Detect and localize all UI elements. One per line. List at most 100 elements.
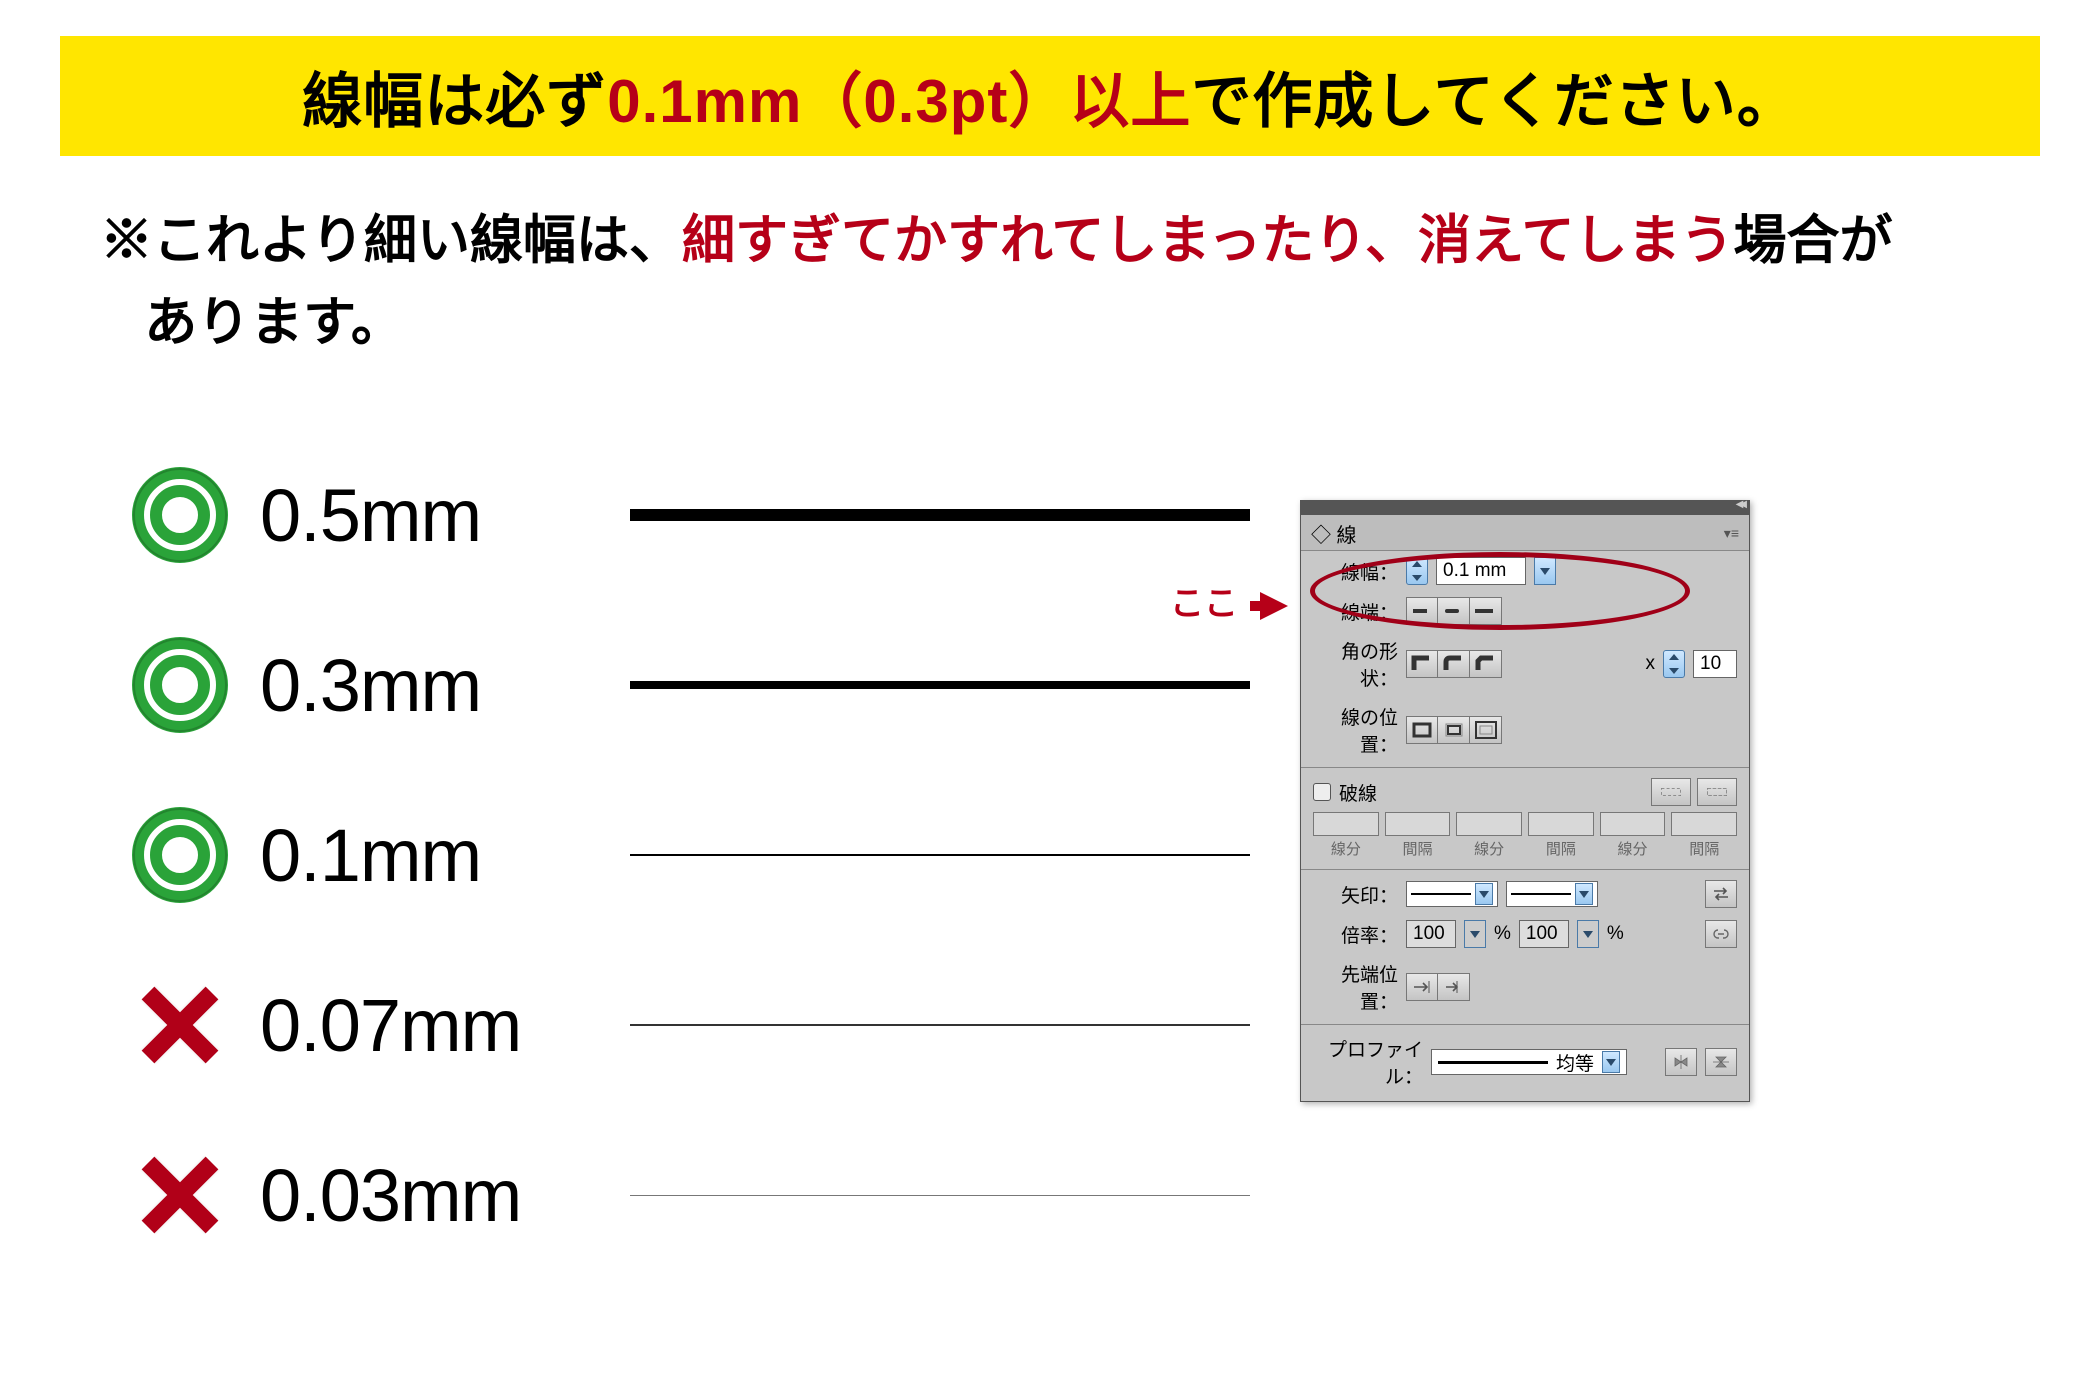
- subnote-suffix2: あります。: [144, 293, 404, 352]
- dash-slot-label: 線分: [1618, 838, 1648, 859]
- tip-extend-button[interactable]: [1406, 973, 1438, 1001]
- callout-arrow-icon: [1260, 592, 1288, 620]
- tip-flush-button[interactable]: [1438, 973, 1470, 1001]
- profile-flip-v-button[interactable]: [1705, 1048, 1737, 1076]
- dash-align-exact-button[interactable]: [1651, 778, 1691, 806]
- ok-circle-icon: [130, 805, 230, 905]
- cap-projecting-button[interactable]: [1470, 597, 1502, 625]
- label-profile: プロファイル：: [1313, 1035, 1423, 1089]
- miter-limit-value: 10: [1700, 653, 1721, 675]
- profile-flip-h-button[interactable]: [1665, 1048, 1697, 1076]
- panel-separator-3: [1301, 1024, 1749, 1025]
- stroke-width-value: 0.1 mm: [1443, 560, 1506, 582]
- line-sample-stroke: [630, 1195, 1250, 1196]
- row-align: 線の位置：: [1301, 697, 1749, 763]
- ng-cross-icon: [130, 975, 230, 1075]
- row-cap: 線端：: [1301, 591, 1749, 631]
- dash-slot: 間隔: [1385, 812, 1451, 859]
- subnote-prefix: ※これより細い線幅は、: [100, 211, 682, 270]
- panel-grip-bar[interactable]: [1301, 501, 1749, 515]
- label-tip-pos: 先端位置：: [1313, 960, 1398, 1014]
- line-width-label: 0.07mm: [260, 983, 620, 1068]
- subnote-emphasis: 細すぎてかすれてしまったり、消えてしまう: [682, 211, 1734, 270]
- row-arrows: 矢印：: [1301, 874, 1749, 914]
- row-dash: 破線: [1301, 772, 1749, 812]
- dash-slot-label: 線分: [1331, 838, 1361, 859]
- profile-value: 均等: [1556, 1049, 1594, 1076]
- dash-slot: 線分: [1456, 812, 1522, 859]
- panel-separator-1: [1301, 767, 1749, 768]
- dash-slot: 間隔: [1528, 812, 1594, 859]
- miter-limit-input[interactable]: 10: [1693, 650, 1737, 678]
- headline-part1: 線幅は必ず: [302, 68, 607, 135]
- corner-round-button[interactable]: [1438, 650, 1470, 678]
- line-sample-stroke: [630, 854, 1250, 856]
- line-width-label: 0.5mm: [260, 473, 620, 558]
- dash-slot-label: 線分: [1474, 838, 1504, 859]
- panel-tab-bar: ◇ 線 ▾≡: [1301, 515, 1749, 551]
- headline-text: 線幅は必ず0.1mm（0.3pt）以上で作成してください。: [302, 53, 1798, 140]
- label-align: 線の位置：: [1313, 703, 1398, 757]
- scale-unit-2: %: [1607, 923, 1624, 945]
- cap-button-group: [1406, 597, 1502, 625]
- panel-tab-title[interactable]: ◇ 線: [1311, 519, 1357, 548]
- panel-menu-icon[interactable]: ▾≡: [1724, 525, 1739, 542]
- line-sample-stroke: [630, 509, 1250, 521]
- dash-slot-label: 間隔: [1403, 838, 1433, 859]
- stroke-width-stepper[interactable]: [1406, 557, 1428, 585]
- line-width-label: 0.3mm: [260, 643, 620, 728]
- dash-value-input[interactable]: [1671, 812, 1737, 836]
- profile-select[interactable]: 均等: [1431, 1049, 1627, 1075]
- corner-bevel-button[interactable]: [1470, 650, 1502, 678]
- label-corner: 角の形状：: [1313, 637, 1398, 691]
- dash-value-input[interactable]: [1385, 812, 1451, 836]
- dash-align-corners-button[interactable]: [1697, 778, 1737, 806]
- line-sample-row: 0.03mm: [130, 1110, 1830, 1280]
- miter-x-label: x: [1646, 653, 1656, 675]
- cap-butt-button[interactable]: [1406, 597, 1438, 625]
- scale-link-button[interactable]: [1705, 920, 1737, 948]
- align-inside-button[interactable]: [1438, 716, 1470, 744]
- dash-slot-label: 間隔: [1546, 838, 1576, 859]
- label-stroke-width: 線幅：: [1313, 558, 1398, 585]
- align-outside-button[interactable]: [1470, 716, 1502, 744]
- row-profile: プロファイル： 均等: [1301, 1029, 1749, 1101]
- dash-slot-label: 間隔: [1689, 838, 1719, 859]
- scale-end-input[interactable]: 100: [1519, 920, 1569, 948]
- scale-end-value: 100: [1526, 923, 1558, 945]
- dash-checkbox[interactable]: [1313, 783, 1331, 801]
- align-center-button[interactable]: [1406, 716, 1438, 744]
- subnote: ※これより細い線幅は、細すぎてかすれてしまったり、消えてしまう場合が あります。: [100, 200, 2000, 364]
- label-scale: 倍率：: [1313, 921, 1398, 948]
- arrow-end-select[interactable]: [1506, 881, 1598, 907]
- dash-align-group: [1651, 778, 1737, 806]
- line-width-label: 0.1mm: [260, 813, 620, 898]
- dash-value-input[interactable]: [1528, 812, 1594, 836]
- dash-value-input[interactable]: [1456, 812, 1522, 836]
- align-button-group: [1406, 716, 1502, 744]
- tip-pos-group: [1406, 973, 1470, 1001]
- label-dash: 破線: [1339, 779, 1377, 806]
- scale-start-input[interactable]: 100: [1406, 920, 1456, 948]
- dash-value-input[interactable]: [1600, 812, 1666, 836]
- corner-miter-button[interactable]: [1406, 650, 1438, 678]
- arrow-swap-button[interactable]: [1705, 880, 1737, 908]
- line-sample-stroke: [630, 681, 1250, 689]
- miter-limit-stepper[interactable]: [1663, 650, 1685, 678]
- headline-emphasis: 0.1mm（0.3pt）以上: [607, 68, 1191, 135]
- row-corner: 角の形状： x 10: [1301, 631, 1749, 697]
- stroke-width-dropdown[interactable]: [1534, 557, 1556, 585]
- scale-end-dropdown[interactable]: [1577, 920, 1599, 948]
- dash-slot: 間隔: [1671, 812, 1737, 859]
- scale-start-value: 100: [1413, 923, 1445, 945]
- scale-start-dropdown[interactable]: [1464, 920, 1486, 948]
- ok-circle-icon: [130, 465, 230, 565]
- dash-value-input[interactable]: [1313, 812, 1379, 836]
- ng-cross-icon: [130, 1145, 230, 1245]
- dash-slot: 線分: [1600, 812, 1666, 859]
- row-scale: 倍率： 100 % 100 %: [1301, 914, 1749, 954]
- stroke-width-input[interactable]: 0.1 mm: [1436, 557, 1526, 585]
- cap-round-button[interactable]: [1438, 597, 1470, 625]
- arrow-start-select[interactable]: [1406, 881, 1498, 907]
- subnote-suffix1: 場合が: [1733, 211, 1892, 270]
